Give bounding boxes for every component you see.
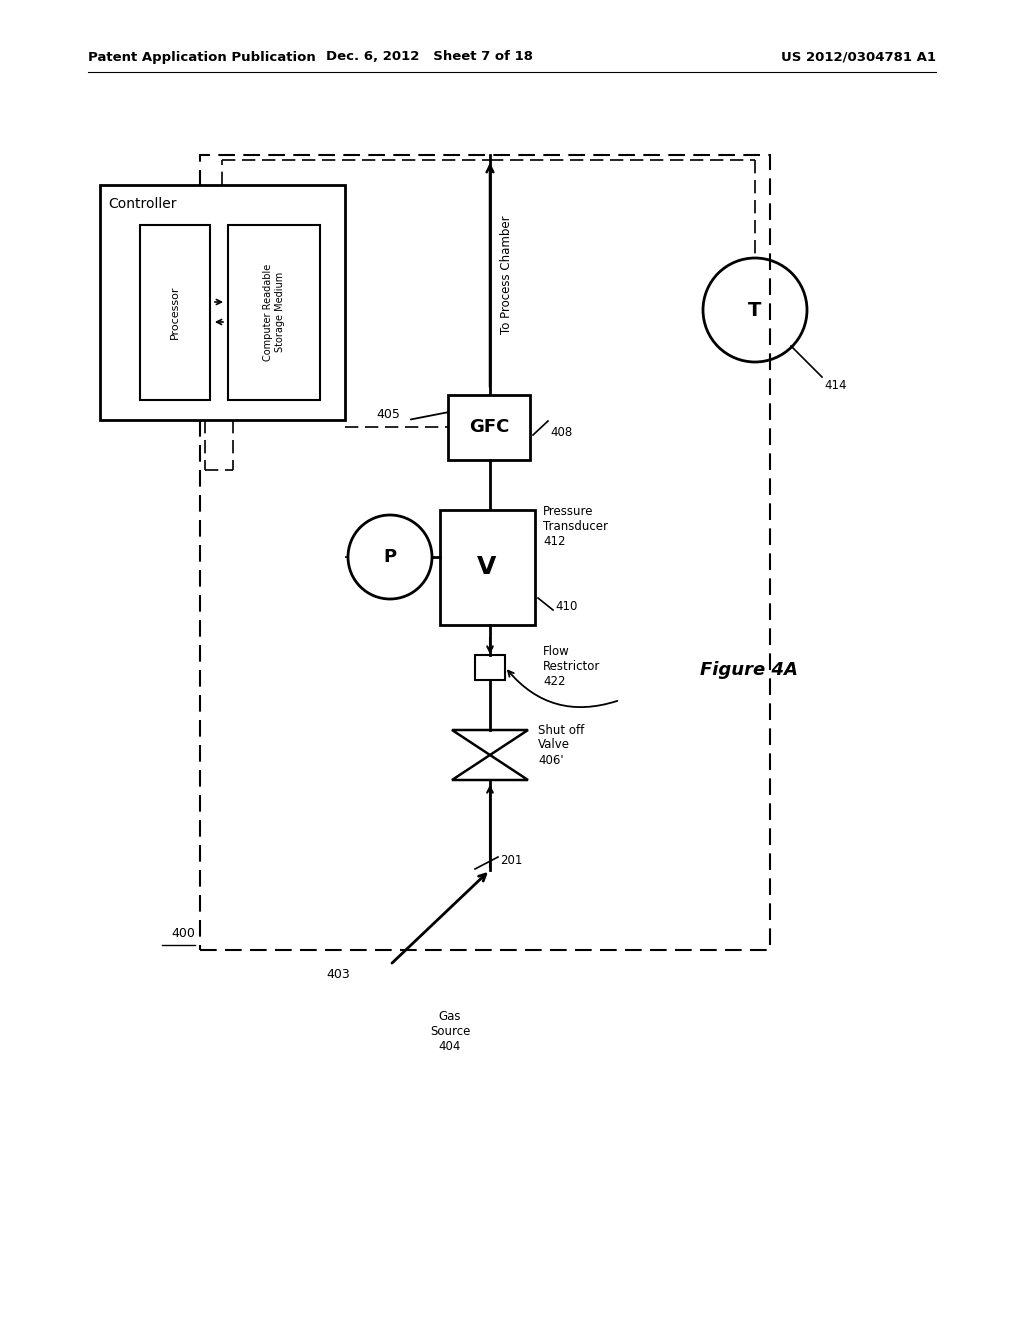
Bar [440,510,535,624]
Text: Dec. 6, 2012   Sheet 7 of 18: Dec. 6, 2012 Sheet 7 of 18 [327,50,534,63]
Bar [228,224,319,400]
Text: 414: 414 [824,379,847,392]
Text: Flow
Restrictor
422: Flow Restrictor 422 [543,645,600,688]
Text: Shut off
Valve
406': Shut off Valve 406' [538,723,585,767]
Text: Figure 4A: Figure 4A [700,661,798,678]
Text: 405: 405 [376,408,400,421]
Text: P: P [383,548,396,566]
Text: 403: 403 [327,969,350,982]
Text: 410: 410 [555,601,578,614]
Text: Computer Readable
Storage Medium: Computer Readable Storage Medium [263,264,285,360]
Bar [100,185,345,420]
Text: 201: 201 [500,854,522,867]
Text: 400: 400 [171,927,195,940]
Bar [140,224,210,400]
Text: 408: 408 [550,425,572,438]
Text: Patent Application Publication: Patent Application Publication [88,50,315,63]
Text: Gas
Source
404: Gas Source 404 [430,1010,470,1053]
Text: Pressure
Transducer
412: Pressure Transducer 412 [543,506,608,548]
Text: US 2012/0304781 A1: US 2012/0304781 A1 [781,50,936,63]
Text: GFC: GFC [469,418,509,436]
Bar [475,655,505,680]
Bar [200,154,770,950]
Text: To Process Chamber: To Process Chamber [500,215,513,334]
Text: T: T [749,301,762,319]
Text: Processor: Processor [170,285,180,339]
Text: V: V [477,554,497,579]
Bar [449,395,530,459]
Text: Controller: Controller [108,197,176,211]
